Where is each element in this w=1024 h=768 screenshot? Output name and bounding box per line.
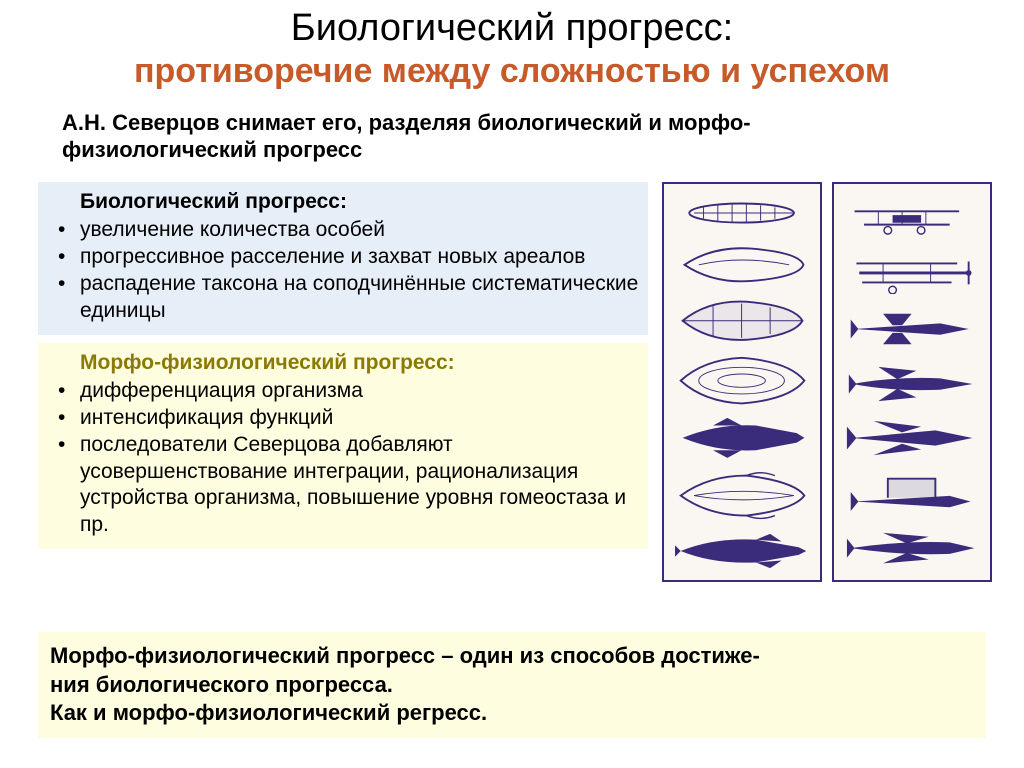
aircraft-stage-1-icon	[845, 198, 978, 236]
footer-line-3: Как и морфо-физиологический регресс.	[50, 699, 974, 728]
organism-stage-3-icon	[675, 296, 808, 345]
title-line-1: Биологический прогресс:	[0, 8, 1024, 50]
footer-box: Морфо-физиологический прогресс – один из…	[38, 632, 986, 738]
list-item: последователи Северцова добавляют усовер…	[46, 432, 640, 540]
aircraft-stage-7-icon	[845, 531, 978, 565]
aircraft-stage-3-icon	[845, 310, 978, 348]
list-item: распадение таксона на соподчинённые сист…	[46, 271, 640, 325]
aircraft-stage-5-icon	[845, 419, 978, 457]
title-line-2: противоречие между сложностью и успехом	[0, 52, 1024, 91]
illustration-column	[662, 182, 992, 582]
organism-panel	[662, 182, 822, 582]
organism-stage-7-icon	[675, 532, 808, 570]
footer-line-2: ния биологического прогресса.	[50, 671, 974, 700]
aircraft-stage-6-icon	[845, 473, 978, 515]
biological-progress-box: Биологический прогресс: увеличение колич…	[38, 182, 648, 335]
content-row: Биологический прогресс: увеличение колич…	[0, 182, 1024, 582]
organism-stage-2-icon	[675, 241, 808, 289]
text-column: Биологический прогресс: увеличение колич…	[38, 182, 648, 582]
morpho-bullet-list: дифференциация организма интенсификация …	[46, 378, 640, 539]
organism-stage-4-icon	[675, 354, 808, 407]
organism-stage-5-icon	[675, 416, 808, 460]
bio-bullet-list: увеличение количества особей прогрессивн…	[46, 217, 640, 325]
aircraft-stage-4-icon	[845, 365, 978, 403]
list-item: увеличение количества особей	[46, 217, 640, 244]
slide-title: Биологический прогресс: противоречие меж…	[0, 0, 1024, 91]
footer-line-1: Морфо-физиологический прогресс – один из…	[50, 642, 974, 671]
bio-box-title: Биологический прогресс:	[80, 188, 640, 215]
organism-stage-1-icon	[675, 194, 808, 232]
aircraft-panel	[832, 182, 992, 582]
morpho-box-title: Морфо-физиологический прогресс:	[80, 349, 640, 376]
morpho-progress-box: Морфо-физиологический прогресс: дифферен…	[38, 343, 648, 550]
aircraft-stage-2-icon	[845, 252, 978, 294]
organism-stage-6-icon	[675, 468, 808, 523]
intro-text: А.Н. Северцов снимает его, разделяя биол…	[62, 109, 862, 164]
list-item: интенсификация функций	[46, 405, 640, 432]
list-item: прогрессивное расселение и захват новых …	[46, 244, 640, 271]
list-item: дифференциация организма	[46, 378, 640, 405]
